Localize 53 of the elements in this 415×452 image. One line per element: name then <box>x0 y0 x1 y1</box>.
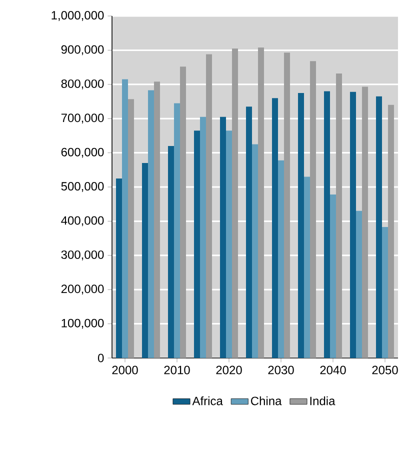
bar <box>388 104 394 358</box>
bar <box>232 48 238 358</box>
bar <box>356 210 362 358</box>
bar <box>142 163 148 358</box>
bar <box>298 92 304 358</box>
bar <box>180 66 186 358</box>
legend-label: China <box>251 396 282 406</box>
bar <box>278 160 284 358</box>
y-tick-label: 200,000 <box>61 284 104 295</box>
x-tick-label: 2040 <box>320 366 346 374</box>
bar <box>330 194 336 358</box>
x-tick-label: 2000 <box>112 366 138 374</box>
y-tick-label: 900,000 <box>61 45 104 56</box>
y-tick-label: 400,000 <box>61 216 104 226</box>
bar <box>174 103 180 358</box>
x-tick-label: 2050 <box>372 366 398 374</box>
bar <box>376 96 382 358</box>
bar <box>304 176 310 358</box>
bar <box>122 79 128 358</box>
bar <box>154 82 160 358</box>
bar <box>220 116 226 358</box>
bar <box>272 98 278 358</box>
y-tick-label: 600,000 <box>61 148 104 158</box>
bar <box>252 144 258 358</box>
bar <box>310 61 316 358</box>
bar <box>258 47 264 358</box>
bar <box>168 146 174 358</box>
legend-label: Africa <box>192 396 223 406</box>
y-tick-label: 300,000 <box>61 250 104 260</box>
bar <box>194 130 200 358</box>
y-tick-label: 500,000 <box>61 182 104 192</box>
bar <box>200 116 206 358</box>
bar <box>246 106 252 358</box>
legend-label: India <box>310 396 336 406</box>
y-tick-label: 800,000 <box>61 79 104 90</box>
y-tick-label: 0 <box>98 354 104 362</box>
bar <box>336 73 342 358</box>
bar <box>226 130 232 358</box>
x-tick-label: 2020 <box>216 366 242 374</box>
y-tick-label: 100,000 <box>62 318 104 329</box>
bar <box>324 91 330 358</box>
bar <box>350 92 356 358</box>
bar <box>382 227 388 358</box>
bar <box>362 86 368 358</box>
bar <box>284 52 290 358</box>
bar <box>206 54 212 358</box>
y-tick-label: 700,000 <box>61 114 104 124</box>
bar <box>116 178 122 358</box>
bar <box>128 99 134 358</box>
bar <box>148 90 154 358</box>
x-tick-label: 2030 <box>268 366 294 374</box>
y-tick-label: 1,000,000 <box>52 11 104 21</box>
x-tick-label: 2010 <box>164 366 190 374</box>
